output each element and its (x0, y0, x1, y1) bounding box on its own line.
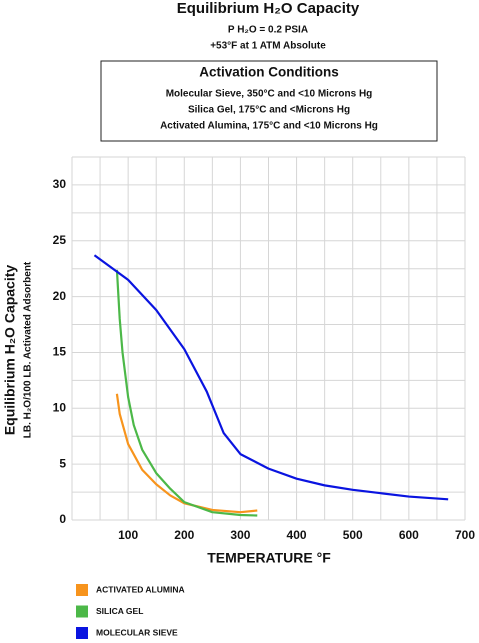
y-tick-label: 10 (53, 400, 67, 414)
x-tick-label: 600 (399, 528, 419, 542)
series-line (115, 393, 258, 514)
x-tick-label: 400 (287, 528, 307, 542)
x-tick-label: 100 (118, 528, 138, 542)
x-axis-label: TEMPERATURE °F (207, 550, 331, 566)
y-tick-label: 5 (59, 456, 66, 470)
series-line (93, 254, 449, 501)
box-title: Activation Conditions (199, 65, 339, 80)
box-line: Molecular Sieve, 350°C and <10 Microns H… (166, 89, 373, 100)
legend-swatch (76, 627, 88, 639)
y-axis-label: Equilibrium H₂O Capacity (2, 265, 18, 436)
y-tick-label: 30 (53, 177, 67, 191)
legend-label: SILICA GEL (96, 606, 143, 616)
y-tick-label: 20 (53, 289, 67, 303)
series-line (115, 269, 258, 517)
box-line: Activated Alumina, 175°C and <10 Microns… (160, 121, 378, 132)
subtitle: P H₂O = 0.2 PSIA (228, 25, 308, 36)
x-tick-label: 200 (174, 528, 194, 542)
conditions-box (100, 60, 438, 142)
legend-label: MOLECULAR SIEVE (96, 627, 178, 637)
legend-swatch (76, 605, 88, 618)
chart-title: Equilibrium H₂O Capacity (177, 0, 360, 17)
y-tick-label: 25 (53, 233, 67, 247)
x-tick-label: 300 (230, 528, 250, 542)
legend-label: ACTIVATED ALUMINA (96, 584, 185, 594)
y-tick-label: 0 (59, 512, 66, 526)
box-line: Silica Gel, 175°C and <Microns Hg (188, 105, 350, 116)
x-tick-label: 700 (455, 528, 475, 542)
y-tick-label: 15 (53, 345, 67, 359)
subtitle: +53°F at 1 ATM Absolute (210, 41, 326, 52)
y-axis-sublabel: LB. H₂O/100 LB. Activated Adsorbent (23, 261, 34, 438)
legend-swatch (76, 584, 88, 596)
x-tick-label: 500 (343, 528, 363, 542)
